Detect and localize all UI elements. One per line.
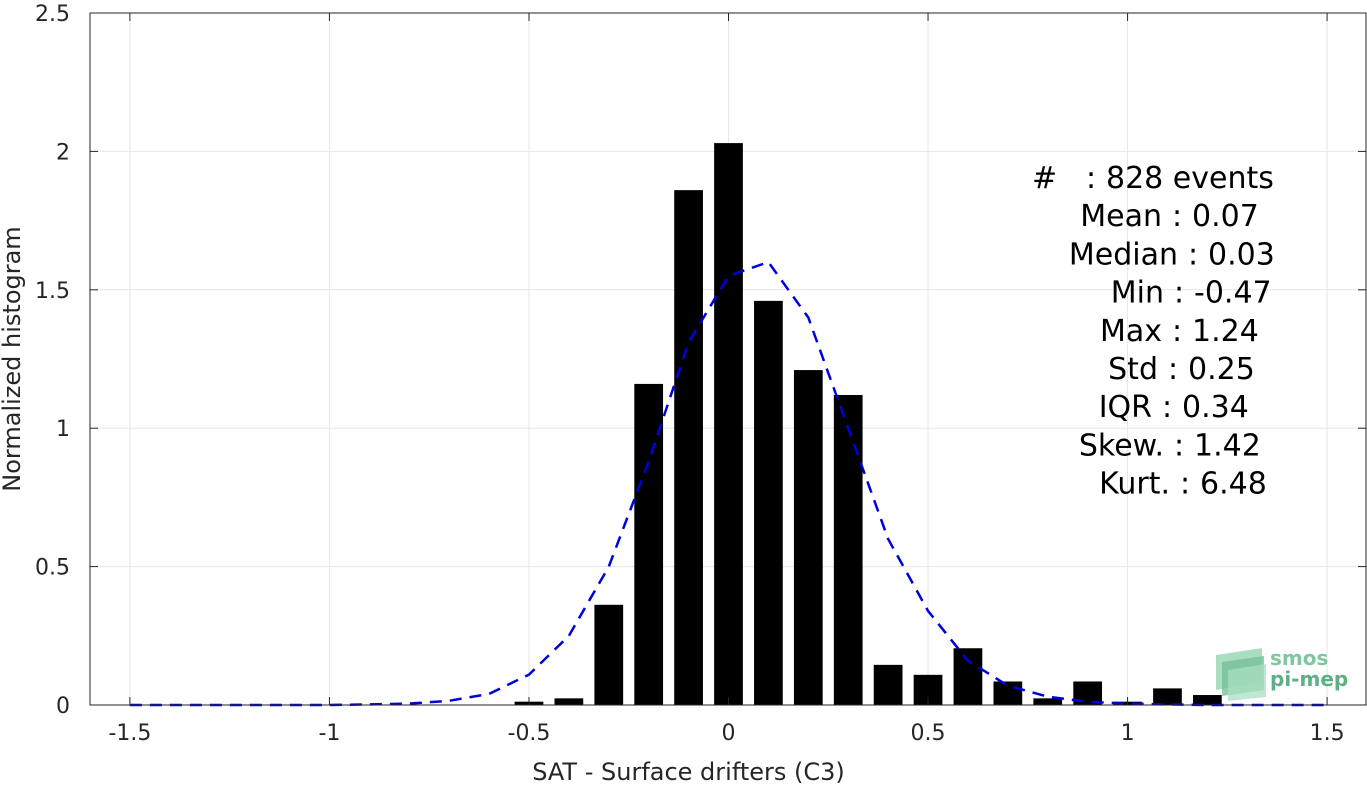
histogram-bar: [793, 370, 823, 705]
histogram-bar: [674, 190, 703, 706]
y-tick-label: 0: [56, 694, 70, 719]
stat-value: 1.42: [1194, 428, 1261, 463]
stat-separator: :: [1188, 237, 1198, 272]
logo-text-pimep: pi-mep: [1270, 667, 1348, 691]
histogram-bar: [833, 394, 863, 705]
x-tick-label: 1: [1121, 721, 1135, 746]
stat-separator: :: [1086, 161, 1096, 196]
stat-value: 0.03: [1208, 237, 1275, 272]
stat-label: Skew.: [1079, 428, 1164, 463]
stat-label: Min: [1111, 276, 1164, 311]
y-tick-label: 2.5: [35, 2, 70, 27]
stat-separator: :: [1168, 352, 1178, 387]
histogram-bar: [993, 681, 1023, 705]
histogram-bar: [594, 604, 624, 705]
y-tick-label: 2: [56, 140, 70, 165]
stat-value: 0.25: [1188, 352, 1255, 387]
histogram-bar: [1033, 698, 1063, 705]
stat-value: -0.47: [1194, 276, 1272, 311]
x-tick-label: 0.5: [911, 721, 946, 746]
x-ticks: -1.5 -1 -0.5 0 0.5 1 1.5: [108, 13, 1345, 746]
stat-value: 828 events: [1106, 161, 1274, 196]
histogram-bar: [554, 698, 584, 705]
y-ticks: 0 0.5 1 1.5 2 2.5: [35, 2, 1366, 719]
stat-label: Kurt.: [1099, 467, 1170, 502]
stat-label: Median: [1069, 237, 1178, 272]
histogram-bar: [953, 648, 983, 705]
histogram-bars: [514, 143, 1222, 706]
histogram-bar: [754, 300, 783, 705]
stat-separator: :: [1174, 276, 1184, 311]
stat-value: 1.24: [1192, 314, 1259, 349]
stat-value: 0.07: [1192, 199, 1259, 234]
smos-pimep-logo: smos pi-mep: [1216, 646, 1348, 701]
stat-separator: :: [1174, 428, 1184, 463]
stat-value: 6.48: [1200, 467, 1267, 502]
x-tick-label: -0.5: [508, 721, 551, 746]
stat-label: Std: [1108, 352, 1158, 387]
stat-label: #: [1032, 161, 1057, 196]
stat-separator: :: [1172, 199, 1182, 234]
histogram-bar: [1193, 695, 1222, 705]
x-tick-label: 0: [722, 721, 736, 746]
y-axis-label: Normalized histogram: [0, 226, 26, 491]
stat-label: Mean: [1080, 199, 1162, 234]
histogram-bar: [714, 143, 743, 705]
x-tick-label: -1.5: [108, 721, 151, 746]
y-tick-label: 1.5: [35, 279, 70, 304]
x-tick-label: -1: [318, 721, 340, 746]
x-axis-label: SAT - Surface drifters (C3): [532, 758, 845, 785]
stat-separator: :: [1180, 467, 1190, 502]
stat-value: 0.34: [1182, 390, 1249, 425]
stat-separator: :: [1172, 314, 1182, 349]
y-tick-label: 0.5: [35, 556, 70, 581]
stat-label: IQR: [1099, 390, 1152, 425]
histogram-bar: [1073, 681, 1103, 705]
stat-label: Max: [1100, 314, 1162, 349]
logo-layers-icon: [1216, 648, 1266, 701]
histogram-bar: [634, 383, 664, 705]
x-tick-label: 1.5: [1310, 721, 1345, 746]
stat-separator: :: [1162, 390, 1172, 425]
histogram-bar: [1153, 688, 1182, 705]
histogram-bar: [873, 664, 903, 705]
y-tick-label: 1: [56, 417, 70, 442]
logo-text-smos: smos: [1270, 646, 1328, 670]
